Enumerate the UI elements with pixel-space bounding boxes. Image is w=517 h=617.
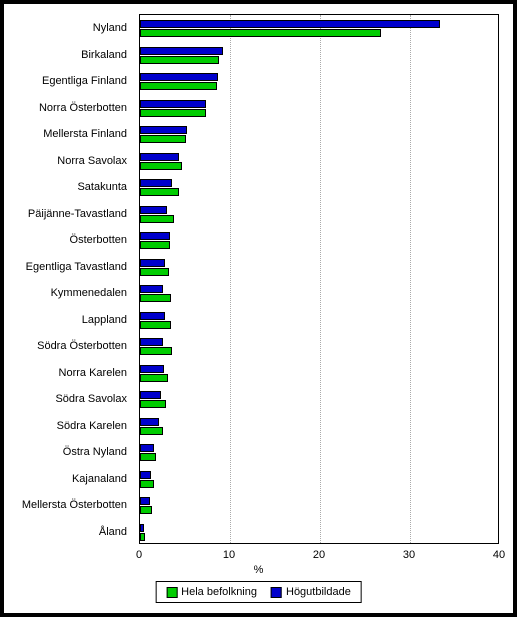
bar-hogutbildade [140, 285, 163, 293]
bar-hela-befolkning [140, 453, 156, 461]
bar-hogutbildade [140, 206, 167, 214]
plot-area [139, 14, 499, 544]
legend-item-hog: Högutbildade [271, 586, 351, 598]
y-tick-label: Egentliga Finland [0, 69, 127, 93]
bar-group [140, 494, 500, 518]
legend-label-hog: Högutbildade [286, 586, 351, 598]
y-tick-label: Birkaland [0, 43, 127, 67]
bar-hela-befolkning [140, 215, 174, 223]
y-tick-label: Kymmenedalen [0, 281, 127, 305]
bar-hela-befolkning [140, 374, 168, 382]
bar-group [140, 441, 500, 465]
bar-hogutbildade [140, 471, 151, 479]
y-tick-label: Södra Österbotten [0, 334, 127, 358]
bar-hogutbildade [140, 47, 223, 55]
bar-group [140, 521, 500, 545]
x-tick-label: 40 [493, 549, 505, 561]
x-axis-title: % [4, 564, 513, 576]
bar-hela-befolkning [140, 188, 179, 196]
bar-group [140, 17, 500, 41]
bar-hela-befolkning [140, 82, 217, 90]
bar-hogutbildade [140, 259, 165, 267]
bar-group [140, 388, 500, 412]
bar-hogutbildade [140, 365, 164, 373]
y-tick-label: Östra Nyland [0, 440, 127, 464]
bar-hogutbildade [140, 524, 144, 532]
bar-group [140, 97, 500, 121]
bar-hogutbildade [140, 20, 440, 28]
y-tick-label: Åland [0, 520, 127, 544]
bar-hogutbildade [140, 497, 150, 505]
bar-group [140, 229, 500, 253]
bar-group [140, 70, 500, 94]
bar-group [140, 44, 500, 68]
bar-hela-befolkning [140, 241, 170, 249]
legend-label-hela: Hela befolkning [181, 586, 257, 598]
bar-group [140, 335, 500, 359]
bar-hela-befolkning [140, 533, 145, 541]
x-tick-label: 10 [223, 549, 235, 561]
y-tick-label: Egentliga Tavastland [0, 255, 127, 279]
bar-hogutbildade [140, 153, 179, 161]
y-tick-label: Kajanaland [0, 467, 127, 491]
bar-group [140, 309, 500, 333]
y-tick-label: Norra Karelen [0, 361, 127, 385]
x-tick-label: 20 [313, 549, 325, 561]
bar-group [140, 150, 500, 174]
bar-hela-befolkning [140, 427, 163, 435]
bar-hela-befolkning [140, 294, 171, 302]
y-tick-label: Österbotten [0, 228, 127, 252]
bar-hela-befolkning [140, 56, 219, 64]
y-tick-label: Mellersta Österbotten [0, 493, 127, 517]
bar-group [140, 362, 500, 386]
bar-hogutbildade [140, 391, 161, 399]
bar-group [140, 468, 500, 492]
bar-hogutbildade [140, 126, 187, 134]
bar-group [140, 256, 500, 280]
swatch-hela [166, 587, 177, 598]
bar-group [140, 203, 500, 227]
bar-group [140, 123, 500, 147]
y-tick-label: Päijänne-Tavastland [0, 202, 127, 226]
y-tick-label: Mellersta Finland [0, 122, 127, 146]
y-tick-label: Södra Savolax [0, 387, 127, 411]
bar-hela-befolkning [140, 506, 152, 514]
chart-frame: % Hela befolkning Högutbildade 0 10 20 30 40… [0, 0, 517, 617]
y-tick-label: Norra Österbotten [0, 96, 127, 120]
bar-hogutbildade [140, 338, 163, 346]
bar-hogutbildade [140, 179, 172, 187]
bar-hela-befolkning [140, 321, 171, 329]
legend-item-hela: Hela befolkning [166, 586, 257, 598]
y-tick-label: Nyland [0, 16, 127, 40]
bar-hogutbildade [140, 444, 154, 452]
bar-hogutbildade [140, 232, 170, 240]
y-tick-label: Södra Karelen [0, 414, 127, 438]
bar-group [140, 415, 500, 439]
bar-hela-befolkning [140, 109, 206, 117]
bar-hela-befolkning [140, 29, 381, 37]
x-tick-label: 0 [136, 549, 142, 561]
bar-group [140, 282, 500, 306]
bar-hela-befolkning [140, 480, 154, 488]
bar-hela-befolkning [140, 347, 172, 355]
bar-hela-befolkning [140, 400, 166, 408]
legend: Hela befolkning Högutbildade [155, 581, 362, 603]
y-tick-label: Satakunta [0, 175, 127, 199]
bar-hogutbildade [140, 100, 206, 108]
bar-hela-befolkning [140, 135, 186, 143]
bar-hela-befolkning [140, 162, 182, 170]
bar-hogutbildade [140, 312, 165, 320]
bar-hogutbildade [140, 418, 159, 426]
x-tick-label: 30 [403, 549, 415, 561]
swatch-hog [271, 587, 282, 598]
bar-hela-befolkning [140, 268, 169, 276]
y-tick-label: Norra Savolax [0, 149, 127, 173]
y-tick-label: Lappland [0, 308, 127, 332]
bar-group [140, 176, 500, 200]
bar-hogutbildade [140, 73, 218, 81]
